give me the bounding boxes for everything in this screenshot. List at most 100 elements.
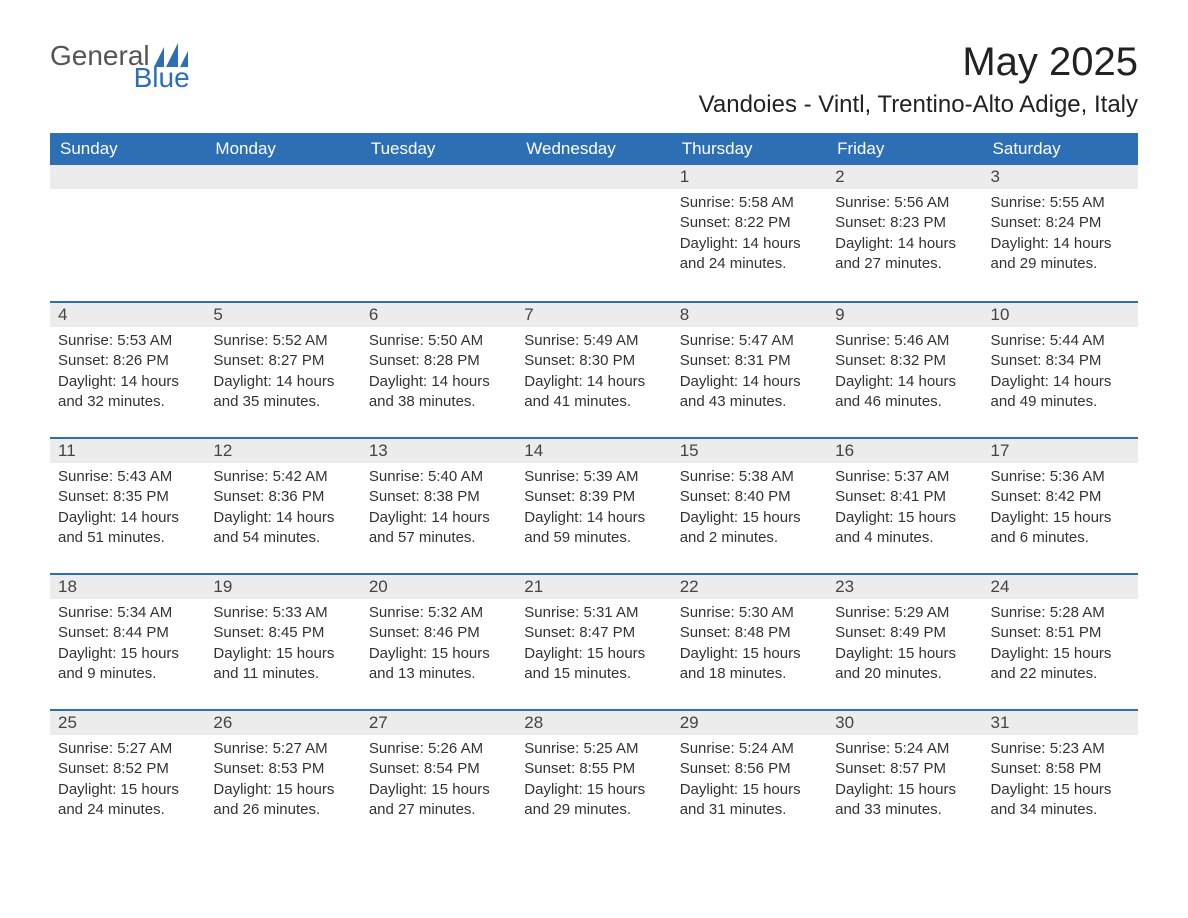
day-details: Sunrise: 5:27 AMSunset: 8:53 PMDaylight:… (205, 735, 360, 828)
daylight-text: Daylight: 14 hours and 57 minutes. (369, 508, 508, 549)
empty-day-bar (50, 165, 205, 189)
daylight-text: Daylight: 15 hours and 29 minutes. (524, 780, 663, 821)
calendar-day-cell: 17Sunrise: 5:36 AMSunset: 8:42 PMDayligh… (983, 437, 1138, 573)
day-details: Sunrise: 5:30 AMSunset: 8:48 PMDaylight:… (672, 599, 827, 692)
sunrise-text: Sunrise: 5:44 AM (991, 331, 1130, 351)
sunrise-text: Sunrise: 5:49 AM (524, 331, 663, 351)
daylight-text: Daylight: 14 hours and 35 minutes. (213, 372, 352, 413)
day-number: 19 (205, 573, 360, 599)
calendar-day-cell: 28Sunrise: 5:25 AMSunset: 8:55 PMDayligh… (516, 709, 671, 845)
calendar-header-cell: Tuesday (361, 133, 516, 165)
daylight-text: Daylight: 15 hours and 27 minutes. (369, 780, 508, 821)
sunrise-text: Sunrise: 5:47 AM (680, 331, 819, 351)
sunset-text: Sunset: 8:36 PM (213, 487, 352, 507)
daylight-text: Daylight: 15 hours and 4 minutes. (835, 508, 974, 549)
calendar-day-cell: 26Sunrise: 5:27 AMSunset: 8:53 PMDayligh… (205, 709, 360, 845)
calendar-day-cell: 5Sunrise: 5:52 AMSunset: 8:27 PMDaylight… (205, 301, 360, 437)
calendar-day-cell (50, 165, 205, 301)
logo: General Blue (50, 40, 246, 72)
daylight-text: Daylight: 14 hours and 49 minutes. (991, 372, 1130, 413)
sunset-text: Sunset: 8:38 PM (369, 487, 508, 507)
daylight-text: Daylight: 15 hours and 26 minutes. (213, 780, 352, 821)
sunset-text: Sunset: 8:39 PM (524, 487, 663, 507)
day-details: Sunrise: 5:44 AMSunset: 8:34 PMDaylight:… (983, 327, 1138, 420)
day-details: Sunrise: 5:36 AMSunset: 8:42 PMDaylight:… (983, 463, 1138, 556)
daylight-text: Daylight: 14 hours and 29 minutes. (991, 234, 1130, 275)
sunset-text: Sunset: 8:44 PM (58, 623, 197, 643)
day-details: Sunrise: 5:49 AMSunset: 8:30 PMDaylight:… (516, 327, 671, 420)
day-details: Sunrise: 5:23 AMSunset: 8:58 PMDaylight:… (983, 735, 1138, 828)
sunrise-text: Sunrise: 5:24 AM (835, 739, 974, 759)
calendar-week-row: 18Sunrise: 5:34 AMSunset: 8:44 PMDayligh… (50, 573, 1138, 709)
daylight-text: Daylight: 14 hours and 24 minutes. (680, 234, 819, 275)
sunrise-text: Sunrise: 5:52 AM (213, 331, 352, 351)
calendar-day-cell: 23Sunrise: 5:29 AMSunset: 8:49 PMDayligh… (827, 573, 982, 709)
sunset-text: Sunset: 8:23 PM (835, 213, 974, 233)
calendar-day-cell: 20Sunrise: 5:32 AMSunset: 8:46 PMDayligh… (361, 573, 516, 709)
day-details: Sunrise: 5:37 AMSunset: 8:41 PMDaylight:… (827, 463, 982, 556)
sunrise-text: Sunrise: 5:46 AM (835, 331, 974, 351)
calendar-week-row: 25Sunrise: 5:27 AMSunset: 8:52 PMDayligh… (50, 709, 1138, 845)
calendar-day-cell: 19Sunrise: 5:33 AMSunset: 8:45 PMDayligh… (205, 573, 360, 709)
day-details: Sunrise: 5:29 AMSunset: 8:49 PMDaylight:… (827, 599, 982, 692)
day-details: Sunrise: 5:40 AMSunset: 8:38 PMDaylight:… (361, 463, 516, 556)
day-details: Sunrise: 5:42 AMSunset: 8:36 PMDaylight:… (205, 463, 360, 556)
calendar-header-cell: Monday (205, 133, 360, 165)
day-number: 14 (516, 437, 671, 463)
sunset-text: Sunset: 8:32 PM (835, 351, 974, 371)
empty-day-bar (361, 165, 516, 189)
calendar-day-cell: 9Sunrise: 5:46 AMSunset: 8:32 PMDaylight… (827, 301, 982, 437)
sunrise-text: Sunrise: 5:50 AM (369, 331, 508, 351)
sunset-text: Sunset: 8:30 PM (524, 351, 663, 371)
day-number: 7 (516, 301, 671, 327)
day-number: 4 (50, 301, 205, 327)
calendar-day-cell: 29Sunrise: 5:24 AMSunset: 8:56 PMDayligh… (672, 709, 827, 845)
sunrise-text: Sunrise: 5:37 AM (835, 467, 974, 487)
sunset-text: Sunset: 8:51 PM (991, 623, 1130, 643)
sunset-text: Sunset: 8:47 PM (524, 623, 663, 643)
sunset-text: Sunset: 8:28 PM (369, 351, 508, 371)
daylight-text: Daylight: 15 hours and 11 minutes. (213, 644, 352, 685)
calendar-day-cell: 21Sunrise: 5:31 AMSunset: 8:47 PMDayligh… (516, 573, 671, 709)
day-details: Sunrise: 5:28 AMSunset: 8:51 PMDaylight:… (983, 599, 1138, 692)
sunrise-text: Sunrise: 5:27 AM (58, 739, 197, 759)
day-number: 17 (983, 437, 1138, 463)
calendar-day-cell: 30Sunrise: 5:24 AMSunset: 8:57 PMDayligh… (827, 709, 982, 845)
day-number: 10 (983, 301, 1138, 327)
sunset-text: Sunset: 8:40 PM (680, 487, 819, 507)
daylight-text: Daylight: 14 hours and 41 minutes. (524, 372, 663, 413)
page-title: May 2025 (962, 40, 1138, 85)
day-details: Sunrise: 5:24 AMSunset: 8:57 PMDaylight:… (827, 735, 982, 828)
sunset-text: Sunset: 8:57 PM (835, 759, 974, 779)
day-number: 27 (361, 709, 516, 735)
calendar-day-cell: 14Sunrise: 5:39 AMSunset: 8:39 PMDayligh… (516, 437, 671, 573)
calendar-header-cell: Sunday (50, 133, 205, 165)
daylight-text: Daylight: 14 hours and 27 minutes. (835, 234, 974, 275)
calendar-header-cell: Saturday (983, 133, 1138, 165)
calendar-day-cell: 31Sunrise: 5:23 AMSunset: 8:58 PMDayligh… (983, 709, 1138, 845)
calendar-table: SundayMondayTuesdayWednesdayThursdayFrid… (50, 133, 1138, 845)
day-details: Sunrise: 5:39 AMSunset: 8:39 PMDaylight:… (516, 463, 671, 556)
daylight-text: Daylight: 14 hours and 51 minutes. (58, 508, 197, 549)
daylight-text: Daylight: 15 hours and 15 minutes. (524, 644, 663, 685)
sunrise-text: Sunrise: 5:39 AM (524, 467, 663, 487)
day-number: 28 (516, 709, 671, 735)
daylight-text: Daylight: 15 hours and 9 minutes. (58, 644, 197, 685)
sunset-text: Sunset: 8:31 PM (680, 351, 819, 371)
day-number: 6 (361, 301, 516, 327)
day-details: Sunrise: 5:55 AMSunset: 8:24 PMDaylight:… (983, 189, 1138, 282)
calendar-header-cell: Thursday (672, 133, 827, 165)
day-number: 16 (827, 437, 982, 463)
day-number: 31 (983, 709, 1138, 735)
sunrise-text: Sunrise: 5:53 AM (58, 331, 197, 351)
calendar-day-cell (516, 165, 671, 301)
logo-word-2: Blue (134, 62, 190, 94)
sunset-text: Sunset: 8:34 PM (991, 351, 1130, 371)
daylight-text: Daylight: 15 hours and 33 minutes. (835, 780, 974, 821)
sunset-text: Sunset: 8:42 PM (991, 487, 1130, 507)
location-subtitle: Vandoies - Vintl, Trentino-Alto Adige, I… (50, 91, 1138, 119)
calendar-day-cell: 3Sunrise: 5:55 AMSunset: 8:24 PMDaylight… (983, 165, 1138, 301)
daylight-text: Daylight: 15 hours and 18 minutes. (680, 644, 819, 685)
sunrise-text: Sunrise: 5:38 AM (680, 467, 819, 487)
calendar-header-cell: Friday (827, 133, 982, 165)
